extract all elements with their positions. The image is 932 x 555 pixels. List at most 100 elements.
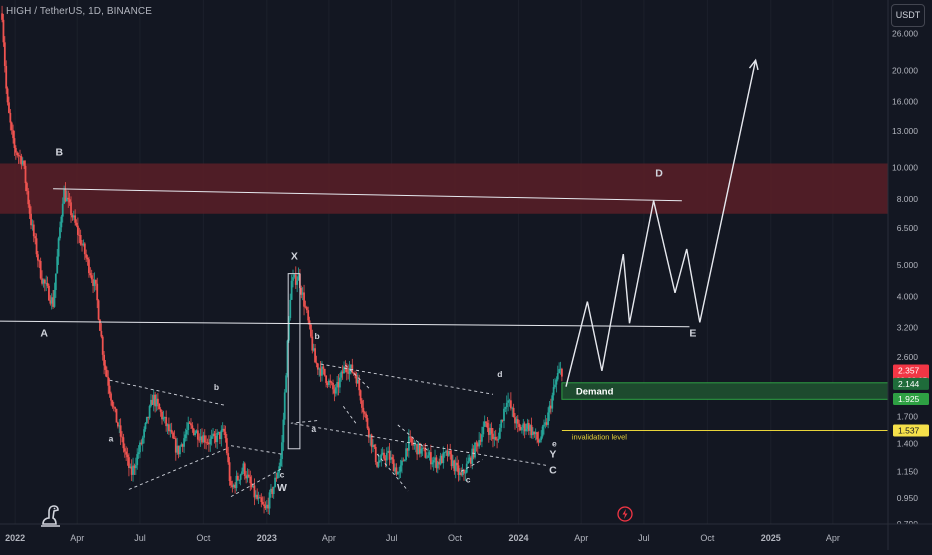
candle-body — [108, 385, 111, 394]
x-tick-label: Jul — [638, 533, 650, 543]
x-tick-label: 2023 — [257, 533, 277, 543]
y-tick-label: 1.400 — [897, 439, 919, 449]
candle-body — [141, 437, 144, 444]
candle-body — [446, 450, 449, 456]
wave-label: E — [689, 328, 696, 340]
candle-body — [122, 437, 125, 449]
x-tick-label: Oct — [448, 533, 463, 543]
candle-body — [312, 348, 315, 351]
candle-body — [481, 434, 483, 442]
candle-body — [551, 395, 554, 409]
candle-body — [217, 431, 220, 433]
candle-body — [529, 425, 532, 431]
candle-body — [498, 427, 501, 439]
pattern-dashed-line — [230, 467, 284, 497]
currency-button[interactable]: USDT — [891, 4, 925, 27]
candle-body — [147, 416, 150, 418]
candle-body — [456, 462, 458, 466]
price-axis-background — [888, 0, 932, 550]
candle-body — [68, 199, 71, 203]
candle-body — [283, 392, 286, 420]
candle-body — [460, 472, 463, 475]
candle-body — [213, 433, 216, 436]
pattern-dashed-line — [290, 420, 547, 466]
candle-body — [543, 424, 545, 427]
candle-body — [282, 419, 285, 443]
candle-body — [334, 387, 337, 394]
candle-body — [125, 451, 128, 455]
wave-label: D — [655, 167, 663, 179]
candle-body — [406, 448, 409, 451]
candle-body — [105, 369, 108, 377]
candle-body — [523, 423, 526, 432]
candle-body — [432, 460, 435, 463]
candle-body — [445, 450, 447, 453]
symbol-title[interactable]: HIGH / TetherUS, 1D, BINANCE — [6, 6, 152, 17]
price-label-value: 1.537 — [898, 426, 920, 436]
wave-label: c — [280, 470, 285, 480]
price-label-box — [893, 424, 929, 437]
candle-body — [474, 442, 476, 458]
candle-body — [59, 227, 61, 239]
candle-body — [318, 368, 321, 370]
candle-body — [391, 457, 394, 460]
candle-body — [107, 376, 110, 386]
pattern-dashed-line — [341, 404, 357, 424]
price-label-value: 1.925 — [898, 394, 920, 404]
tradingview-dino-icon[interactable] — [38, 502, 64, 528]
candle-body — [471, 448, 474, 464]
pattern-dashed-line — [230, 445, 282, 455]
candle-body — [231, 485, 234, 488]
candle-body — [239, 474, 242, 480]
lightning-alert-icon[interactable] — [617, 506, 633, 522]
x-tick-label: Oct — [700, 533, 715, 543]
candle-body — [137, 452, 140, 455]
candle-body — [332, 382, 334, 390]
candle-body — [101, 336, 104, 355]
candle-body — [435, 457, 438, 469]
candle-body — [45, 282, 48, 284]
candle-body — [35, 238, 38, 255]
candle-body — [450, 454, 453, 467]
candle-body — [150, 399, 152, 407]
candle-body — [344, 366, 347, 368]
candle-body — [300, 288, 303, 295]
candle-body — [310, 324, 312, 337]
x-tick-label: Jul — [134, 533, 146, 543]
candle-body — [166, 424, 169, 427]
wave-label: W — [277, 482, 287, 494]
candle-body — [431, 462, 434, 465]
candle-body — [96, 283, 99, 301]
candle-body — [493, 436, 496, 440]
candle-body — [560, 368, 563, 377]
x-tick-label: Apr — [574, 533, 588, 543]
candle-body — [304, 306, 307, 308]
candle-body — [27, 191, 30, 205]
candle-body — [79, 235, 82, 245]
candle-body — [156, 398, 159, 404]
candle-body — [263, 504, 265, 507]
candle-body — [83, 243, 86, 255]
y-tick-label: 0.950 — [897, 493, 919, 503]
candle-body — [221, 428, 224, 431]
candle-body — [174, 438, 177, 453]
candle-body — [533, 431, 536, 435]
candle-body — [242, 463, 245, 472]
candle-body — [48, 285, 50, 301]
candle-body — [90, 275, 93, 280]
candle-body — [494, 436, 497, 440]
candle-body — [148, 406, 151, 418]
candle-body — [104, 365, 107, 370]
candle-body — [478, 440, 481, 447]
candle-body — [121, 436, 123, 438]
candle-body — [549, 405, 552, 409]
candle-body — [100, 330, 103, 337]
candle-body — [402, 460, 405, 462]
candle-body — [447, 450, 450, 456]
candle-body — [259, 497, 261, 499]
candle-body — [401, 460, 403, 466]
candles — [1, 5, 563, 515]
candle-body — [438, 461, 441, 465]
